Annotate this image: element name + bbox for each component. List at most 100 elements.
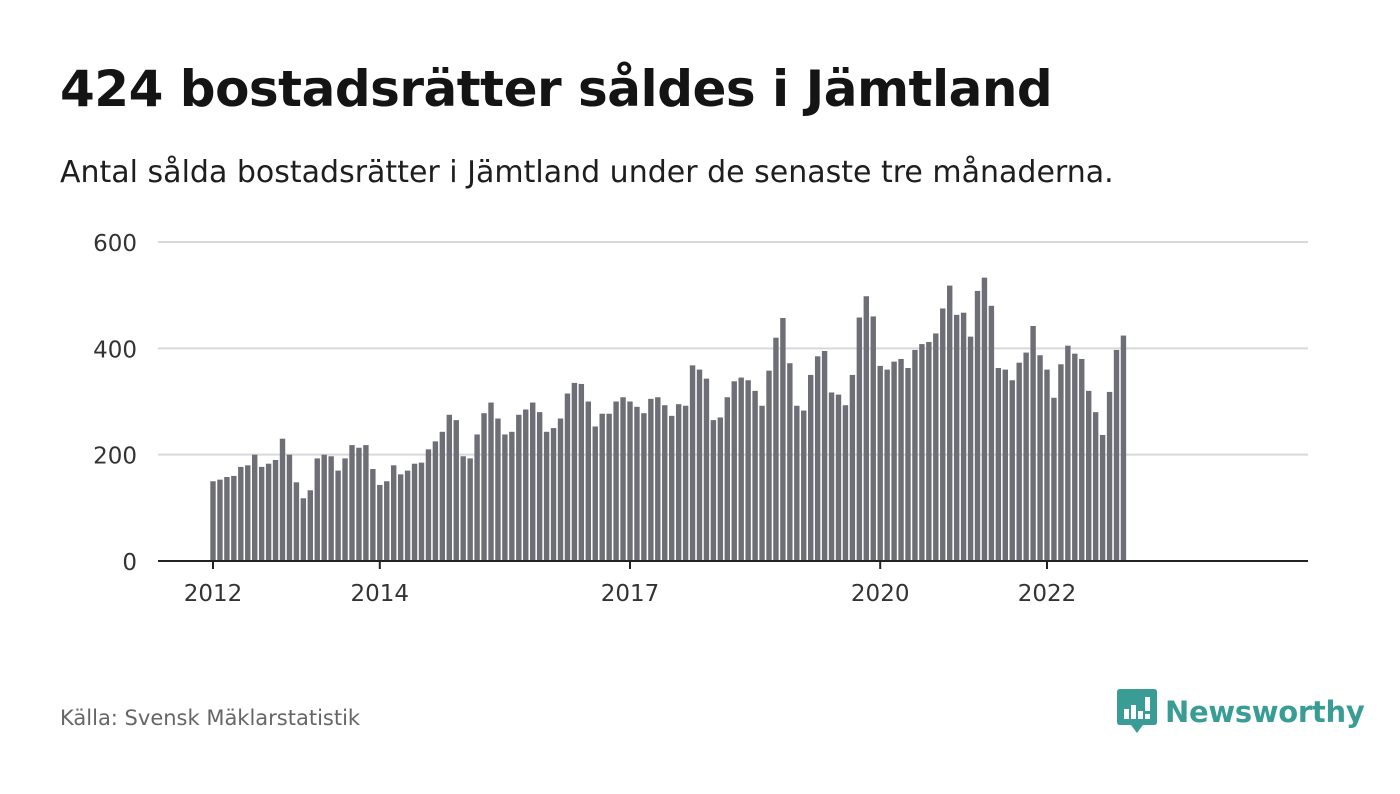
bar <box>293 482 300 561</box>
bar <box>794 405 800 561</box>
bar <box>1009 380 1015 561</box>
bar <box>391 465 397 561</box>
bar <box>530 402 536 561</box>
bar <box>835 394 842 561</box>
bar <box>523 409 529 561</box>
bar <box>821 350 828 561</box>
logo-badge-shape <box>1117 689 1157 733</box>
bar <box>926 341 932 561</box>
bar <box>655 397 661 561</box>
bar <box>1044 369 1050 561</box>
page-title: 424 bostadsrätter såldes i Jämtland <box>60 60 1053 118</box>
bar <box>460 456 466 561</box>
bar <box>1086 390 1092 561</box>
y-tick-label: 0 <box>122 550 137 576</box>
bar <box>717 417 724 561</box>
bar <box>543 431 550 561</box>
bar <box>856 317 863 561</box>
bar <box>272 459 279 561</box>
bar <box>1065 345 1071 561</box>
bar <box>474 434 480 561</box>
bar <box>682 405 689 561</box>
bar <box>509 431 515 561</box>
bar <box>342 458 348 561</box>
bar <box>384 481 390 561</box>
bar <box>1072 353 1078 561</box>
bar <box>870 316 876 561</box>
bar <box>252 454 258 561</box>
bar <box>585 401 591 561</box>
logo-dot <box>1145 714 1150 719</box>
brand-name: Newsworthy <box>1165 695 1365 729</box>
bar <box>258 466 265 561</box>
bar <box>599 413 605 561</box>
bar <box>752 390 758 561</box>
bar <box>780 318 786 561</box>
bar <box>307 490 313 561</box>
bar <box>1106 391 1113 561</box>
bar <box>801 410 807 561</box>
bar <box>731 381 737 561</box>
bar <box>467 458 473 561</box>
y-tick-label: 600 <box>93 231 137 257</box>
bar <box>300 498 307 561</box>
source-note: Källa: Svensk Mäklarstatistik <box>60 706 361 730</box>
bar <box>898 358 904 561</box>
x-tick-label: 2020 <box>851 581 910 607</box>
x-tick-label: 2022 <box>1018 581 1077 607</box>
bar <box>884 369 890 561</box>
bar <box>578 383 585 561</box>
bar <box>981 277 988 561</box>
logo-bar-1 <box>1124 709 1129 719</box>
bar <box>912 349 918 561</box>
bar <box>696 369 703 561</box>
bar <box>356 447 362 561</box>
bar <box>335 470 341 561</box>
bar <box>418 462 425 561</box>
bar <box>1023 352 1029 561</box>
bar <box>1113 349 1120 561</box>
bar <box>967 336 974 561</box>
y-tick-label: 400 <box>93 337 137 363</box>
bar <box>397 474 404 561</box>
bar <box>550 428 557 561</box>
bar <box>988 305 995 561</box>
bar <box>536 412 543 561</box>
bar <box>1016 362 1022 561</box>
bar <box>231 475 237 561</box>
bar <box>814 356 821 561</box>
bar <box>481 413 487 561</box>
bar <box>891 361 897 562</box>
bar <box>947 285 953 561</box>
bar <box>404 470 411 561</box>
bar <box>606 413 612 561</box>
bar <box>863 296 869 561</box>
brand-logo[interactable]: Newsworthy <box>1117 689 1365 735</box>
bar <box>279 438 286 561</box>
bar <box>516 414 522 561</box>
bar <box>641 413 647 561</box>
highlight-value-label: 424 <box>1226 0 1272 6</box>
bar <box>710 420 717 561</box>
bar <box>425 449 432 561</box>
bar <box>675 404 682 561</box>
axes <box>158 560 1308 569</box>
bar <box>766 370 772 561</box>
bar <box>953 314 960 561</box>
bar <box>502 434 508 561</box>
logo-bar-2 <box>1131 705 1136 719</box>
bar <box>1030 326 1036 561</box>
bar <box>286 454 293 561</box>
bar <box>1099 435 1106 561</box>
bar <box>314 458 320 561</box>
bar <box>432 441 439 562</box>
bar <box>265 463 272 561</box>
bar <box>627 401 633 561</box>
x-tick-label: 2017 <box>601 581 660 607</box>
axis-labels: 0 200 400 600 2012 2014 2017 2020 2022 424 <box>93 0 1271 607</box>
bar <box>877 365 883 561</box>
bar <box>245 465 251 561</box>
bar <box>377 484 383 561</box>
bar <box>321 454 327 561</box>
